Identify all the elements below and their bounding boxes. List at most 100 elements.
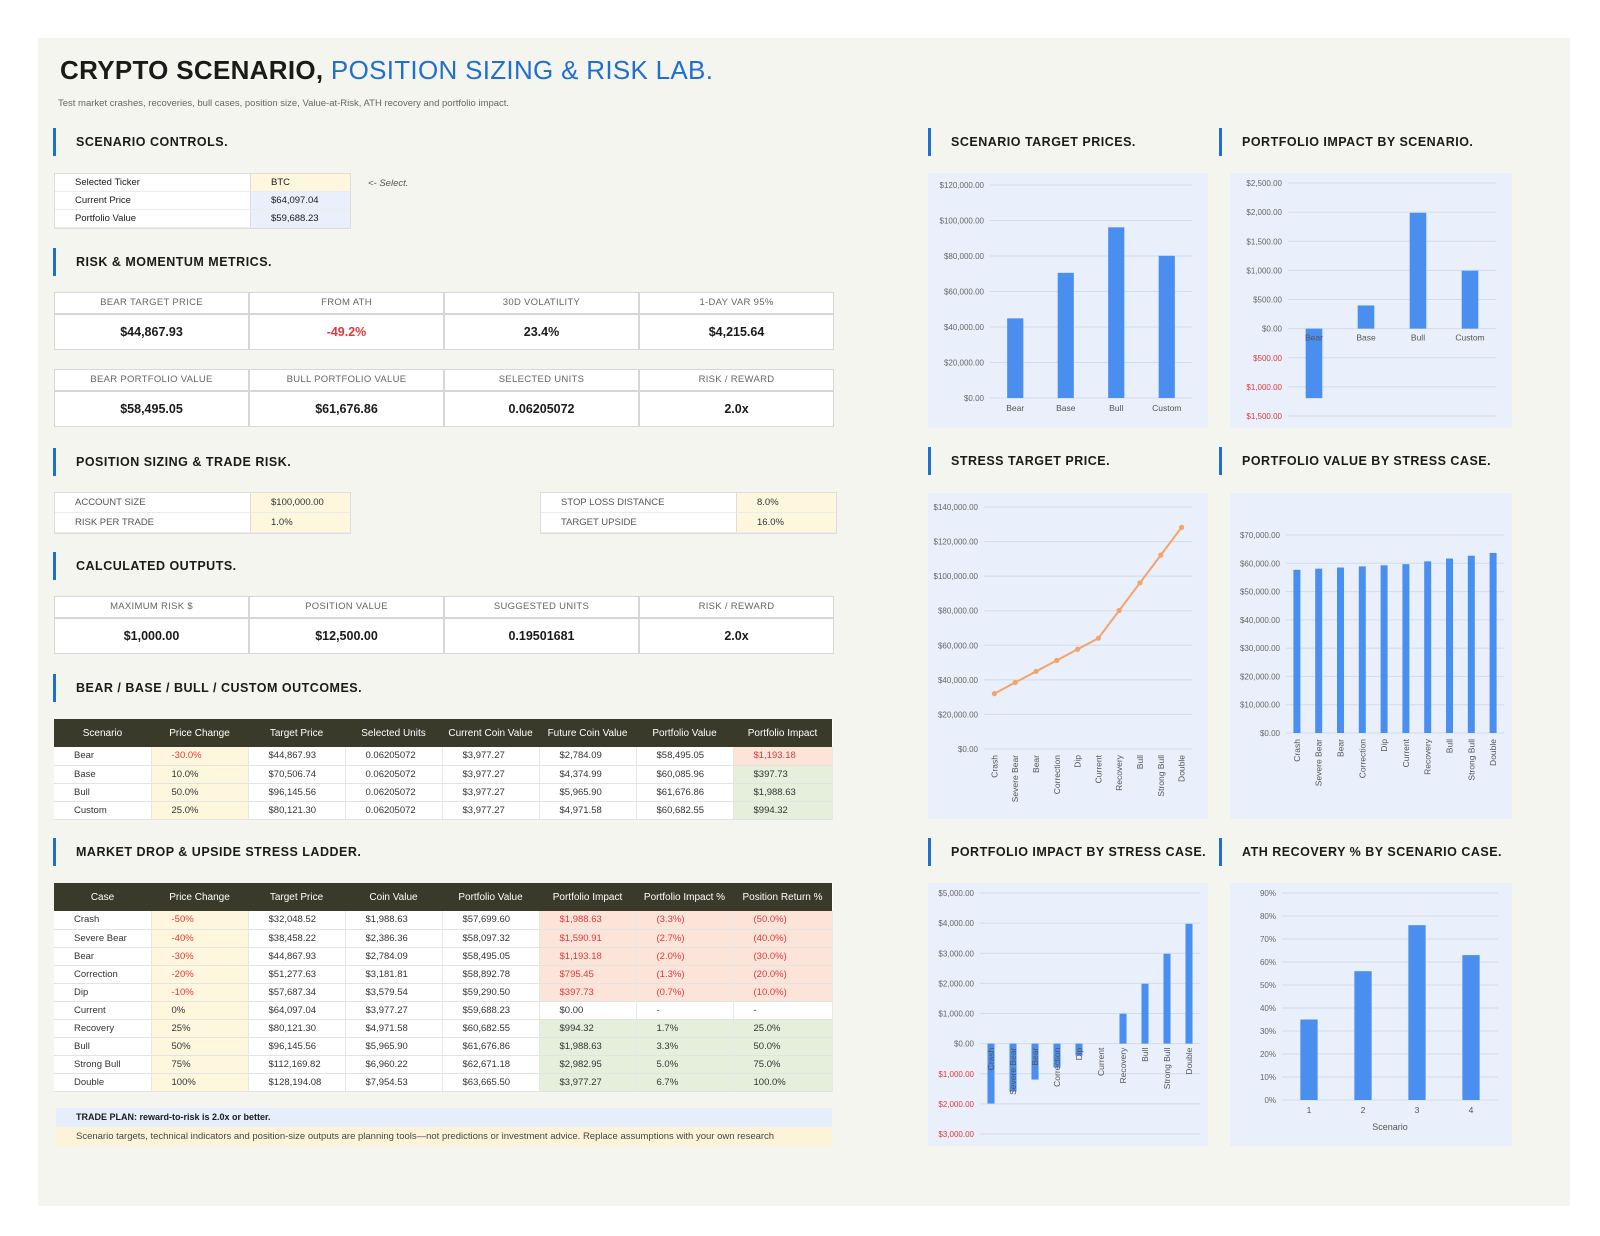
ath-recovery-chart: 0% 10% 20% 30% 40% 50% 60% 70% 80% 90% 1 2 3 4 Scenari… [1230,883,1512,1146]
table-cell: $38,458.22 [248,929,346,948]
table-cell: $994.32 [733,801,833,820]
table-cell: Bear [54,747,152,766]
table-cell: Bear [54,947,152,966]
x-tick-label: Custom [1455,333,1484,343]
data-point [991,691,997,697]
disclaimer-note: Scenario targets, technical indicators a… [56,1127,832,1146]
metric-label: FROM ATH [249,292,444,314]
x-tick-label: Severe Bear [1010,755,1020,802]
y-tick-label: $40,000.00 [1240,616,1281,625]
series-line [993,526,1183,695]
risk-per-trade-input[interactable]: 1.0% [250,513,350,533]
scenario-controls-table: Selected Ticker BTC Current Price $64,09… [54,173,351,229]
table-cell: 25% [151,1019,249,1038]
target-upside-label: TARGET UPSIDE [541,513,736,533]
x-axis-label: Scenario [1372,1122,1408,1132]
chart-title-ath-recovery: ATH RECOVERY % BY SCENARIO CASE. [1219,838,1502,866]
column-header: Scenario [54,719,151,747]
x-tick-label: Double [1184,1047,1194,1074]
risk-metrics-grid: BEAR TARGET PRICE FROM ATH 30D VOLATILIT… [54,292,834,350]
selected-ticker-label: Selected Ticker [55,174,250,192]
table-cell: $61,676.86 [636,783,734,802]
x-tick-label: Base [1056,403,1076,413]
y-tick-label: $4,000.00 [938,919,974,928]
table-cell: $59,688.23 [442,1001,540,1020]
table-cell: (20.0%) [733,965,833,984]
trade-plan-note: TRADE PLAN: reward-to-risk is 2.0x or be… [56,1108,832,1127]
bar [1380,565,1388,733]
table-cell: 0.06205072 [345,801,443,820]
data-point [1158,552,1164,558]
table-cell: Correction [54,965,152,984]
table-cell: 5.0% [636,1055,734,1074]
table-cell: (10.0%) [733,983,833,1002]
x-tick-label: 1 [1307,1105,1312,1115]
section-position-sizing: POSITION SIZING & TRADE RISK. [53,448,291,476]
bar [1031,1043,1039,1080]
x-tick-label: Severe Bear [1314,739,1324,786]
table-cell: - [733,1001,833,1020]
table-row: Dip -10% $57,687.34 $3,579.54 $59,290.50 $397… [54,983,833,1002]
table-cell: -30.0% [151,747,249,766]
table-cell: Bull [54,783,152,802]
table-cell: $0.00 [539,1001,637,1020]
account-size-input[interactable]: $100,000.00 [250,493,350,513]
chart-title-stress-target-price: STRESS TARGET PRICE. [928,447,1110,475]
table-cell: $59,290.50 [442,983,540,1002]
x-tick-label: 2 [1361,1105,1366,1115]
y-tick-label: 0% [1264,1096,1276,1105]
y-tick-label: $60,000.00 [1240,559,1281,568]
table-cell: $44,867.93 [248,947,346,966]
y-tick-label: $0.00 [954,1040,975,1049]
y-tick-label: $0.00 [964,394,985,403]
data-point [1116,607,1122,614]
table-cell: Severe Bear [54,929,152,948]
table-cell: $6,960.22 [345,1055,443,1074]
column-header: Target Price [248,719,345,747]
y-tick-label: $50,000.00 [1240,588,1281,597]
metric-label: BULL PORTFOLIO VALUE [249,369,444,391]
table-cell: Base [54,765,152,784]
bar [1358,566,1366,733]
column-header: Case [54,883,151,911]
table-cell: Double [54,1073,152,1092]
y-tick-label: $3,000.00 [938,1130,974,1139]
section-outcomes: BEAR / BASE / BULL / CUSTOM OUTCOMES. [53,674,362,702]
table-cell: -20% [151,965,249,984]
bar [1300,1019,1318,1100]
selected-ticker-select[interactable]: BTC [250,174,350,192]
table-cell: $795.45 [539,965,637,984]
table-cell: $5,965.90 [345,1037,443,1056]
table-cell: 0.06205072 [345,783,443,802]
table-cell: -30% [151,947,249,966]
y-tick-label: $80,000.00 [938,607,979,616]
section-calculated-outputs: CALCULATED OUTPUTS. [53,552,237,580]
table-cell: (30.0%) [733,947,833,966]
y-tick-label: $70,000.00 [1240,531,1281,540]
column-header: Portfolio Value [636,719,733,747]
x-tick-label: Dip [1073,755,1083,768]
stop-loss-input[interactable]: 8.0% [736,493,836,513]
y-tick-label: 30% [1260,1027,1276,1036]
table-cell: Recovery [54,1019,152,1038]
y-tick-label: $120,000.00 [940,181,985,190]
table-cell: (0.7%) [636,983,734,1002]
y-tick-label: $0.00 [1260,729,1281,738]
bar [1446,558,1453,733]
bear-target-price-value: $44,867.93 [54,314,249,350]
bar [1158,255,1175,398]
bar [1009,1043,1017,1092]
metric-label: RISK / REWARD [639,596,834,618]
table-cell: $7,954.53 [345,1073,443,1092]
column-header: Price Change [151,883,248,911]
x-tick-label: Bear [1030,1047,1040,1065]
column-header: Target Price [248,883,345,911]
chart-title-portfolio-impact-stress: PORTFOLIO IMPACT BY STRESS CASE. [928,838,1206,866]
metric-label: 30D VOLATILITY [444,292,639,314]
table-cell: $3,977.27 [442,783,540,802]
column-header: Portfolio Impact % [636,883,733,911]
outputs-grid: MAXIMUM RISK $ POSITION VALUE SUGGESTED … [54,596,834,654]
table-cell: $2,386.36 [345,929,443,948]
target-upside-input[interactable]: 16.0% [736,513,836,533]
table-cell: $80,121.30 [248,1019,346,1038]
